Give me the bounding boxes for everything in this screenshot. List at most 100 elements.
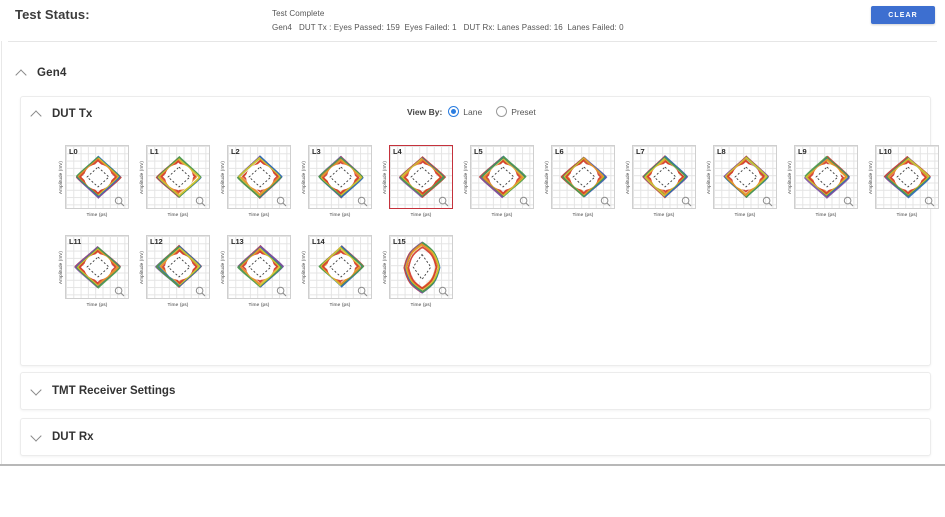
- magnifier-icon[interactable]: [438, 284, 449, 297]
- eye-diagram-plot[interactable]: L15: [389, 235, 453, 299]
- eye-diagram-plot[interactable]: L11: [65, 235, 129, 299]
- eye-diagram-body: Amplitude (mV) L9: [785, 145, 858, 209]
- eye-diagram-plot[interactable]: L10: [875, 145, 939, 209]
- dut-tx-accordion-header[interactable]: DUT Tx: [21, 97, 930, 131]
- eye-diagram-plot[interactable]: L9: [794, 145, 858, 209]
- tmt-receiver-settings-panel[interactable]: TMT Receiver Settings: [20, 372, 931, 410]
- radio-option-lane[interactable]: Lane: [448, 106, 482, 117]
- status-sep-4: [457, 22, 464, 34]
- clear-button[interactable]: CLEAR: [871, 6, 935, 24]
- eye-diagram-body: Amplitude (mV) L6: [542, 145, 615, 209]
- status-state-text: Test Complete: [272, 9, 325, 18]
- radio-lane-indicator[interactable]: [448, 106, 460, 117]
- eye-diagram-cell-l2[interactable]: Amplitude (mV) L2 Time (ps): [214, 145, 295, 227]
- x-axis-label: Time (ps): [572, 213, 594, 218]
- magnifier-icon[interactable]: [438, 194, 449, 207]
- eye-diagram-plot[interactable]: L8: [713, 145, 777, 209]
- eye-diagram-cell-l0[interactable]: Amplitude (mV) L0 Time (ps): [52, 145, 133, 227]
- eye-diagram-cell-l6[interactable]: Amplitude (mV) L6 Time (ps): [538, 145, 619, 227]
- eye-diagram-plot[interactable]: L13: [227, 235, 291, 299]
- eye-diagram-plot[interactable]: L6: [551, 145, 615, 209]
- eye-diagram-body: Amplitude (mV) L2: [218, 145, 291, 209]
- magnifier-icon[interactable]: [276, 194, 287, 207]
- x-axis-label: Time (ps): [248, 213, 270, 218]
- chevron-down-icon[interactable]: [29, 429, 45, 445]
- eye-diagram-cell-l10[interactable]: Amplitude (mV) L10 Time (ps): [862, 145, 943, 227]
- x-axis-label: Time (ps): [815, 213, 837, 218]
- dut-rx-panel[interactable]: DUT Rx: [20, 418, 931, 456]
- magnifier-icon[interactable]: [114, 194, 125, 207]
- lane-label: L15: [393, 237, 406, 246]
- magnifier-icon[interactable]: [276, 284, 287, 297]
- dut-tx-panel: DUT Tx View By: Lane Preset Amplitude (m…: [20, 96, 939, 366]
- eye-diagram-body: Amplitude (mV) L3: [299, 145, 372, 209]
- eye-diagram-cell-l7[interactable]: Amplitude (mV) L7 Time (ps): [619, 145, 700, 227]
- eye-diagram-body: Amplitude (mV) L4: [380, 145, 453, 209]
- magnifier-icon[interactable]: [357, 284, 368, 297]
- tmt-receiver-settings-header[interactable]: TMT Receiver Settings: [21, 373, 930, 409]
- eye-diagram-cell-l11[interactable]: Amplitude (mV) L11 Time (ps): [52, 235, 133, 317]
- magnifier-icon[interactable]: [357, 194, 368, 207]
- magnifier-icon[interactable]: [195, 194, 206, 207]
- y-axis-label: Amplitude (mV): [706, 160, 711, 194]
- eye-diagram-body: Amplitude (mV) L10: [866, 145, 939, 209]
- x-axis-label: Time (ps): [167, 213, 189, 218]
- radio-preset-indicator[interactable]: [496, 106, 508, 117]
- eye-diagram-plot[interactable]: L3: [308, 145, 372, 209]
- eye-diagram-row: Amplitude (mV) L11 Time (ps) Amplitude (mV)…: [52, 235, 943, 317]
- lane-label: L14: [312, 237, 325, 246]
- gen4-title: Gen4: [37, 67, 67, 79]
- magnifier-icon[interactable]: [195, 284, 206, 297]
- eye-diagram-cell-l15[interactable]: Amplitude (mV) L15 Time (ps): [376, 235, 457, 317]
- magnifier-icon[interactable]: [681, 194, 692, 207]
- eye-diagram-body: Amplitude (mV) L5: [461, 145, 534, 209]
- lane-label: L3: [312, 147, 321, 156]
- eye-diagram-cell-l13[interactable]: Amplitude (mV) L13 Time (ps): [214, 235, 295, 317]
- magnifier-icon[interactable]: [843, 194, 854, 207]
- eye-diagram-cell-l8[interactable]: Amplitude (mV) L8 Time (ps): [700, 145, 781, 227]
- magnifier-icon[interactable]: [114, 284, 125, 297]
- lane-label: L12: [150, 237, 163, 246]
- magnifier-icon[interactable]: [762, 194, 773, 207]
- y-axis-label: Amplitude (mV): [625, 160, 630, 194]
- radio-option-preset[interactable]: Preset: [496, 106, 536, 117]
- eye-diagram-plot[interactable]: L5: [470, 145, 534, 209]
- eye-diagram-cell-l12[interactable]: Amplitude (mV) L12 Time (ps): [133, 235, 214, 317]
- lane-label: L8: [717, 147, 726, 156]
- y-axis-label: Amplitude (mV): [220, 160, 225, 194]
- dut-rx-header[interactable]: DUT Rx: [21, 419, 930, 455]
- tmt-receiver-settings-title: TMT Receiver Settings: [52, 385, 176, 397]
- x-axis-label: Time (ps): [896, 213, 918, 218]
- x-axis-label: Time (ps): [329, 213, 351, 218]
- eye-diagram-plot[interactable]: L14: [308, 235, 372, 299]
- eye-diagram-body: Amplitude (mV) L13: [218, 235, 291, 299]
- eye-diagram-body: Amplitude (mV) L7: [623, 145, 696, 209]
- x-axis-label: Time (ps): [734, 213, 756, 218]
- eye-diagram-cell-l4[interactable]: Amplitude (mV) L4 Time (ps): [376, 145, 457, 227]
- eye-diagram-plot[interactable]: L4: [389, 145, 453, 209]
- magnifier-icon[interactable]: [924, 194, 935, 207]
- chevron-up-icon[interactable]: [29, 106, 45, 122]
- eye-diagram-cell-l14[interactable]: Amplitude (mV) L14 Time (ps): [295, 235, 376, 317]
- chevron-down-icon[interactable]: [29, 383, 45, 399]
- eye-diagram-cell-l9[interactable]: Amplitude (mV) L9 Time (ps): [781, 145, 862, 227]
- eye-diagram-cell-l3[interactable]: Amplitude (mV) L3 Time (ps): [295, 145, 376, 227]
- magnifier-icon[interactable]: [519, 194, 530, 207]
- x-axis-label: Time (ps): [86, 303, 108, 308]
- x-axis-label: Time (ps): [248, 303, 270, 308]
- dut-rx-title: DUT Rx: [52, 431, 94, 443]
- magnifier-icon[interactable]: [600, 194, 611, 207]
- eye-diagram-plot[interactable]: L2: [227, 145, 291, 209]
- eye-diagram-body: Amplitude (mV) L1: [137, 145, 210, 209]
- eye-diagram-plot[interactable]: L7: [632, 145, 696, 209]
- eye-diagram-plot[interactable]: L0: [65, 145, 129, 209]
- left-rail-divider: [1, 0, 2, 465]
- eye-diagram-cell-l5[interactable]: Amplitude (mV) L5 Time (ps): [457, 145, 538, 227]
- x-axis-label: Time (ps): [410, 213, 432, 218]
- eye-diagram-plot[interactable]: L12: [146, 235, 210, 299]
- eye-diagram-plot[interactable]: L1: [146, 145, 210, 209]
- gen4-accordion-header[interactable]: Gen4: [8, 57, 937, 89]
- eye-diagram-cell-l1[interactable]: Amplitude (mV) L1 Time (ps): [133, 145, 214, 227]
- chevron-up-icon[interactable]: [14, 65, 30, 81]
- y-axis-label: Amplitude (mV): [139, 250, 144, 284]
